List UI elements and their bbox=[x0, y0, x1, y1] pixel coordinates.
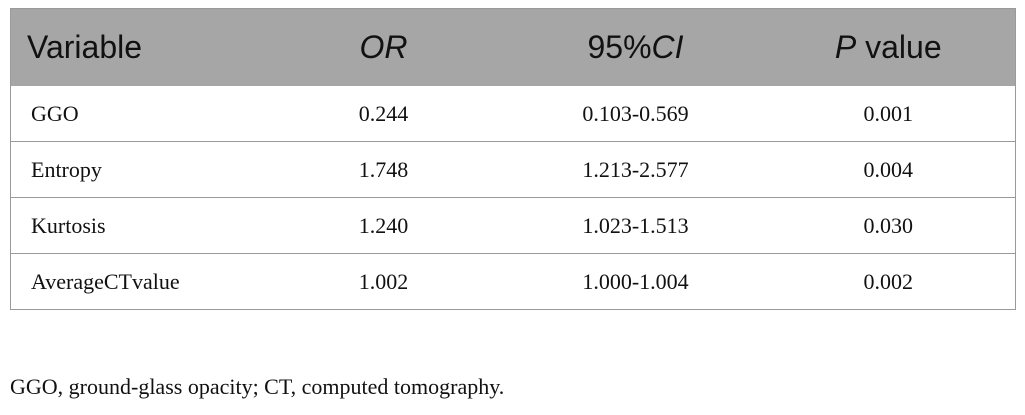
cell-p-value: 0.001 bbox=[863, 100, 914, 126]
cell-variable: Entropy bbox=[10, 141, 258, 198]
table-footnote: GGO, ground-glass opacity; CT, computed … bbox=[10, 374, 505, 399]
table-row: Entropy 1.748 1.213-2.577 0.004 bbox=[10, 141, 1016, 198]
cell-or: 0.244 bbox=[358, 100, 409, 126]
header-variable: Variable bbox=[10, 8, 258, 86]
cell-ci: 1.000-1.004 bbox=[509, 253, 762, 310]
cell-or: 1.240 bbox=[257, 197, 510, 254]
table-row: GGO 0.244 0.103-0.569 0.001 bbox=[11, 86, 1016, 142]
header-p-value: P value bbox=[761, 8, 1016, 86]
cell-ci: 0.103-0.569 bbox=[582, 100, 689, 126]
header-or: OR bbox=[257, 8, 510, 86]
results-table: Variable OR 95%CI P value GGO 0.244 0.10… bbox=[10, 8, 1016, 310]
cell-variable: GGO bbox=[31, 100, 79, 126]
table-row: AverageCTvalue 1.002 1.000-1.004 0.002 bbox=[10, 253, 1016, 310]
results-table-container: Variable OR 95%CI P value GGO 0.244 0.10… bbox=[10, 8, 1016, 310]
cell-p-value: 0.004 bbox=[761, 141, 1016, 198]
cell-variable: AverageCTvalue bbox=[10, 253, 258, 310]
cell-variable: Kurtosis bbox=[10, 197, 258, 254]
table-header-row: Variable OR 95%CI P value bbox=[10, 8, 1016, 86]
cell-p-value: 0.030 bbox=[761, 197, 1016, 254]
cell-p-value: 0.002 bbox=[761, 253, 1016, 310]
header-95ci: 95%CI bbox=[509, 8, 762, 86]
table-row: Kurtosis 1.240 1.023-1.513 0.030 bbox=[10, 197, 1016, 254]
cell-ci: 1.023-1.513 bbox=[509, 197, 762, 254]
cell-or: 1.748 bbox=[257, 141, 510, 198]
cell-or: 1.002 bbox=[257, 253, 510, 310]
cell-ci: 1.213-2.577 bbox=[509, 141, 762, 198]
